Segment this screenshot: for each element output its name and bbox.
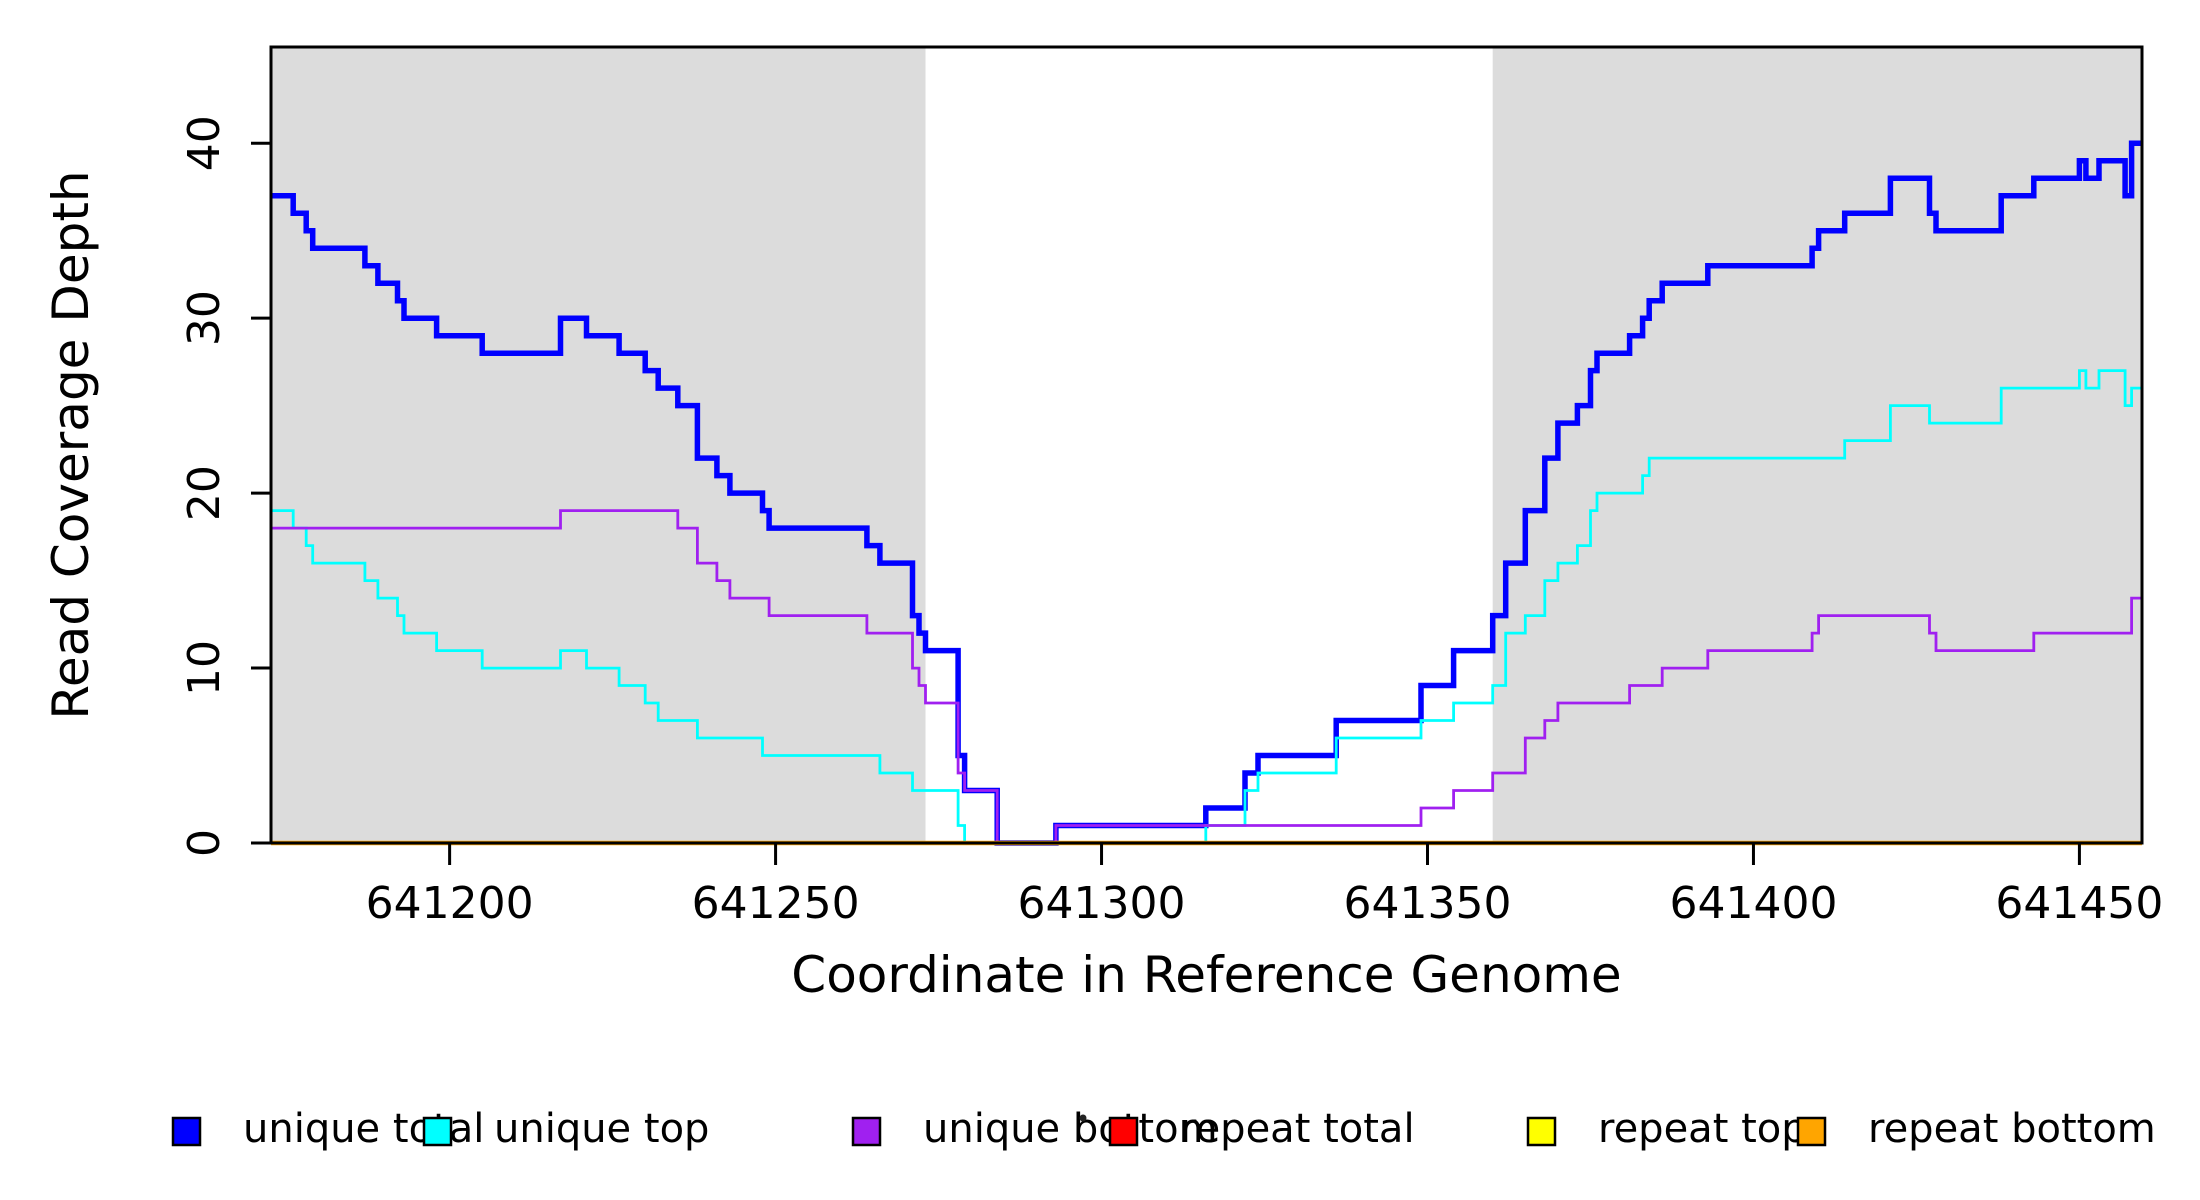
x-axis-ticks: 641200 641250 641300 641350 641400 641450 [366, 843, 2163, 929]
x-tick-label: 641400 [1669, 878, 1837, 929]
repeat-region-band [1492, 47, 2142, 843]
y-axis-ticks: 0 10 20 30 40 [179, 115, 271, 857]
x-tick-label: 641200 [366, 878, 534, 929]
legend-swatch-repeat-total [1108, 1116, 1139, 1147]
legend-label-repeat-top: repeat top [1598, 1106, 1807, 1152]
stray-dot-artifact [1079, 1114, 1087, 1122]
y-tick-label: 0 [179, 829, 230, 857]
y-tick-label: 40 [179, 115, 230, 171]
y-tick-label: 30 [179, 290, 230, 346]
y-axis-title: Read Coverage Depth [42, 170, 100, 719]
legend-label-unique-top: unique top [494, 1106, 709, 1152]
y-tick-label: 20 [179, 465, 230, 521]
plot-border-box [269, 45, 2144, 845]
legend-swatch-unique-total [171, 1116, 202, 1147]
legend: unique total unique top unique bottomrepea… [171, 1106, 2156, 1152]
x-tick-label: 641300 [1018, 878, 1186, 929]
repeat-shading-bands [271, 47, 2142, 843]
x-tick-label: 641250 [692, 878, 860, 929]
legend-swatch-repeat-top [1526, 1116, 1557, 1147]
series-line-unique-top [271, 369, 2142, 845]
x-axis-title: Coordinate in Reference Genome [791, 946, 1621, 1004]
legend-label-repeat-bottom: repeat bottom [1868, 1106, 2156, 1152]
legend-swatch-unique-bottom [851, 1116, 882, 1147]
legend-swatch-repeat-bottom [1796, 1116, 1827, 1147]
x-tick-label: 641350 [1344, 878, 1512, 929]
legend-label-unique-bottom: unique bottom [923, 1106, 1218, 1152]
legend-label-repeat-total: repeat total [1180, 1106, 1415, 1152]
x-tick-label: 641450 [1995, 878, 2163, 929]
repeat-region-band [271, 47, 926, 843]
series-line-unique-bottom [271, 509, 2142, 845]
y-tick-label: 10 [179, 640, 230, 696]
legend-swatch-unique-top [422, 1116, 453, 1147]
